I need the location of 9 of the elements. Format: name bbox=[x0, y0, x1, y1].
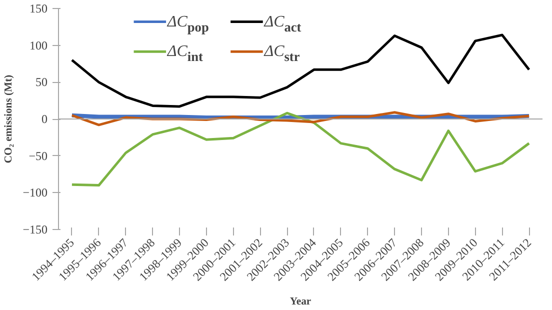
y-tick-label: 50 bbox=[36, 75, 48, 90]
y-axis-title: CO₂ emissions (Mt) bbox=[4, 74, 15, 164]
y-tick-label: −150 bbox=[22, 222, 48, 236]
y-tick-label: −100 bbox=[22, 186, 48, 200]
y-tick-label: 0 bbox=[42, 112, 48, 126]
y-tick-label: 100 bbox=[30, 38, 48, 52]
y-tick-label: −50 bbox=[28, 148, 48, 163]
y-tick-label: 150 bbox=[30, 2, 48, 16]
x-axis-title: Year bbox=[290, 296, 312, 308]
